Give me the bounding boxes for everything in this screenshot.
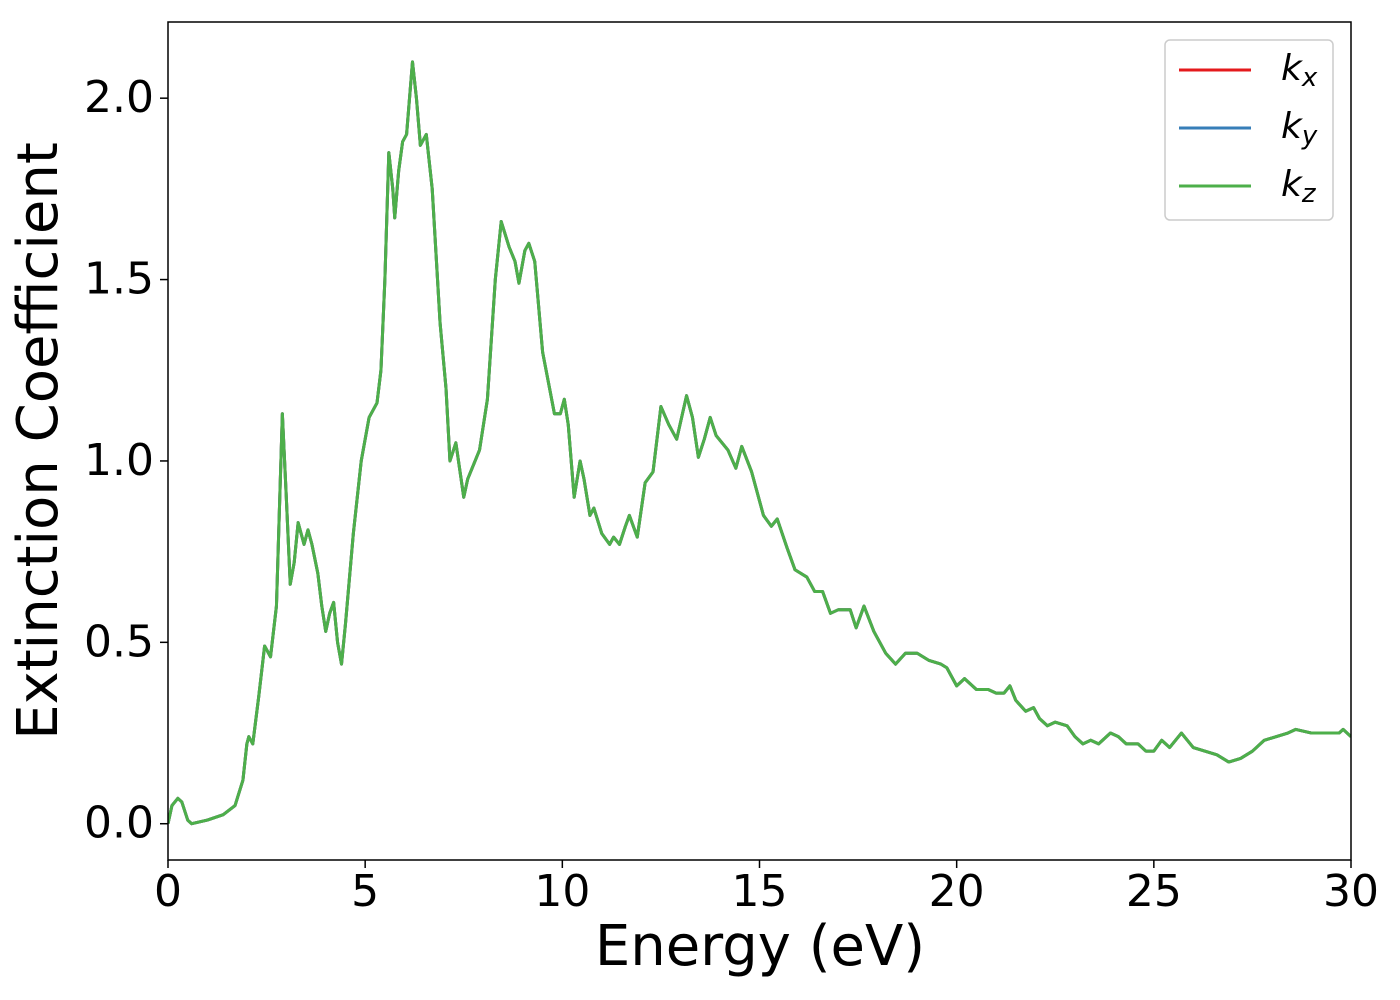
x-tick-label: 0 — [154, 866, 182, 917]
y-tick-label: 0.5 — [84, 616, 154, 667]
y-tick-label: 1.5 — [84, 254, 154, 305]
x-axis-label: Energy (eV) — [595, 914, 925, 979]
data-line — [168, 60, 1351, 826]
y-axis-label: Extinction Coefficient — [6, 142, 71, 740]
x-tick-label: 25 — [1126, 866, 1182, 917]
legend-box — [1164, 39, 1334, 221]
x-tick-label: 15 — [732, 866, 788, 917]
legend-label: kz — [1281, 164, 1317, 209]
legend-label: ky — [1281, 106, 1318, 151]
x-tick-label: 30 — [1323, 866, 1379, 917]
x-tick-label: 20 — [929, 866, 985, 917]
x-tick-label: 10 — [534, 866, 590, 917]
x-tick-label: 5 — [351, 866, 379, 917]
plot-frame — [167, 21, 1352, 861]
legend-label: kx — [1281, 48, 1318, 93]
y-tick-label: 1.0 — [84, 435, 154, 486]
y-tick-label: 0.0 — [84, 798, 154, 849]
y-tick-label: 2.0 — [84, 72, 154, 123]
